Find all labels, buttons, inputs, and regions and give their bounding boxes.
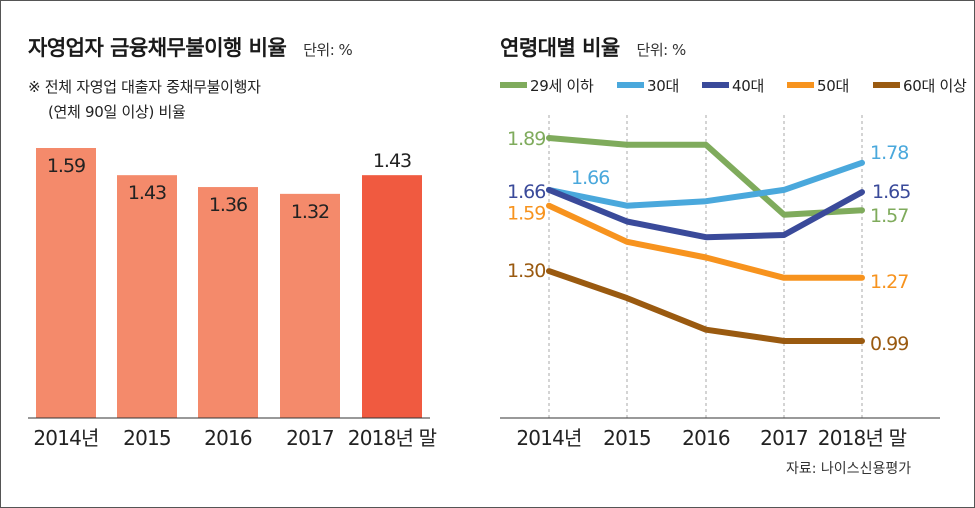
series-start-label: 1.66 bbox=[571, 167, 609, 189]
bar bbox=[198, 187, 258, 418]
bar-chart-note-line1: ※ 전체 자영업 대출자 중채무불이행자 bbox=[28, 78, 261, 96]
line-x-tick-label: 2018년 말 bbox=[818, 426, 907, 450]
legend-swatch bbox=[500, 82, 527, 88]
series-end-label: 1.65 bbox=[872, 181, 910, 203]
bar-x-tick-label: 2014년 bbox=[33, 426, 98, 450]
series-end-label: 0.99 bbox=[870, 333, 908, 355]
bar-value-label: 1.36 bbox=[209, 194, 247, 216]
legend-label: 30대 bbox=[647, 77, 679, 95]
legend-swatch bbox=[787, 82, 814, 88]
bar-chart-unit: 단위: % bbox=[303, 41, 353, 59]
line-x-tick-label: 2017 bbox=[760, 426, 808, 450]
bar-chart-note-line2: (연체 90일 이상) 비율 bbox=[48, 103, 186, 121]
bar-value-label: 1.32 bbox=[291, 201, 329, 223]
bar-x-tick-label: 2016 bbox=[204, 426, 252, 450]
bar bbox=[362, 175, 422, 418]
series-line-1 bbox=[546, 135, 865, 218]
line-x-tick-label: 2016 bbox=[682, 426, 730, 450]
series-line-5 bbox=[546, 268, 865, 344]
bar bbox=[36, 148, 96, 418]
series-end-label: 1.57 bbox=[870, 205, 908, 227]
legend-swatch bbox=[617, 82, 644, 88]
legend-label: 40대 bbox=[732, 77, 764, 95]
bar bbox=[117, 175, 177, 418]
series-start-label: 1.59 bbox=[507, 203, 545, 225]
bar-chart-title: 자영업자 금융채무불이행 비율 단위: % bbox=[28, 32, 353, 62]
bar-value-label: 1.43 bbox=[373, 150, 411, 172]
bar-value-label: 1.59 bbox=[47, 155, 85, 177]
bar-chart-title-text: 자영업자 금융채무불이행 비율 bbox=[28, 36, 287, 60]
series-start-label: 1.66 bbox=[507, 181, 545, 203]
bar-x-tick-label: 2015 bbox=[123, 426, 171, 450]
line-chart-title: 연령대별 비율 단위: % bbox=[500, 32, 686, 62]
series-line-3 bbox=[546, 186, 865, 241]
series-line-4 bbox=[546, 202, 865, 281]
line-x-tick-label: 2014년 bbox=[516, 426, 581, 450]
legend-label: 50대 bbox=[817, 77, 849, 95]
line-chart-title-text: 연령대별 비율 bbox=[500, 36, 620, 60]
series-line-2 bbox=[546, 159, 865, 209]
legend-label: 29세 이하 bbox=[530, 77, 594, 95]
line-chart-unit: 단위: % bbox=[636, 41, 687, 59]
source-note: 자료: 나이스신용평가 bbox=[786, 461, 912, 477]
legend-swatch bbox=[873, 82, 900, 88]
bar-value-label: 1.43 bbox=[128, 182, 166, 204]
legend-label: 60대 이상 bbox=[903, 77, 967, 95]
legend-swatch bbox=[702, 82, 729, 88]
series-end-label: 1.78 bbox=[870, 142, 908, 164]
series-start-label: 1.30 bbox=[507, 260, 545, 282]
bar-x-tick-label: 2017 bbox=[286, 426, 334, 450]
line-x-tick-label: 2015 bbox=[603, 426, 651, 450]
bar bbox=[280, 193, 340, 418]
series-start-label: 1.89 bbox=[507, 128, 545, 150]
bar-x-tick-label: 2018년 말 bbox=[348, 426, 437, 450]
series-end-label: 1.27 bbox=[870, 271, 908, 293]
